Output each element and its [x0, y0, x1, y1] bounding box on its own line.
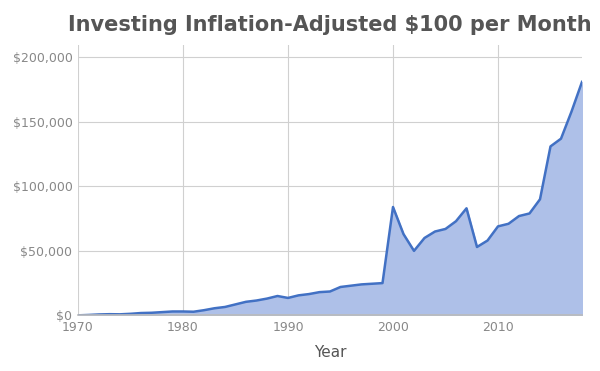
X-axis label: Year: Year — [314, 345, 346, 360]
Title: Investing Inflation-Adjusted $100 per Month: Investing Inflation-Adjusted $100 per Mo… — [68, 14, 592, 35]
Y-axis label: Total: Total — [0, 162, 4, 198]
